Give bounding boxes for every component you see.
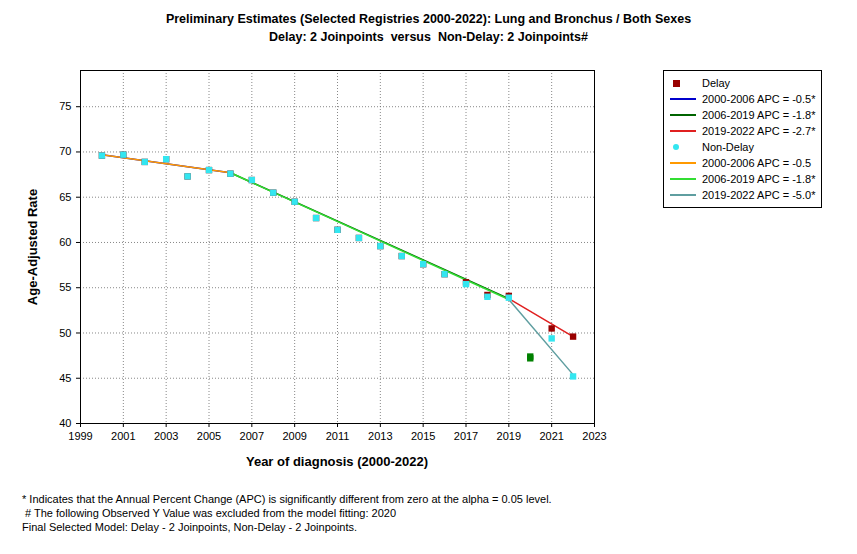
svg-text:1999: 1999 [68,430,92,442]
svg-text:2003: 2003 [154,430,178,442]
svg-text:2021: 2021 [539,430,563,442]
svg-text:2017: 2017 [454,430,478,442]
svg-text:2007: 2007 [240,430,264,442]
html-text:Delay: Delay [702,77,731,89]
svg-text:55: 55 [59,281,71,293]
html-text:Age-Adjusted Rate: Age-Adjusted Rate [24,188,40,305]
svg-text:2009: 2009 [282,430,306,442]
html-text:2019-2022 APC = -2.7*: 2019-2022 APC = -2.7* [702,125,816,137]
html-text:2019-2022 APC = -5.0*: 2019-2022 APC = -5.0* [702,189,816,201]
svg-text:65: 65 [59,191,71,203]
svg-text:70: 70 [59,145,71,157]
html-text:Non-Delay: Non-Delay [702,141,754,153]
html-text:# The following Observed Y Val: # The following Observed Y Value was exc… [22,507,396,519]
svg-text:75: 75 [59,100,71,112]
svg-text:2019: 2019 [497,430,521,442]
html-text:Final Selected Model: Delay -: Final Selected Model: Delay - 2 Joinpoin… [22,521,358,533]
svg-text:60: 60 [59,236,71,248]
svg-text:2001: 2001 [111,430,135,442]
svg-text:2011: 2011 [326,430,350,442]
html-text:2006-2019 APC = -1.8*: 2006-2019 APC = -1.8* [702,109,816,121]
svg-text:2005: 2005 [197,430,221,442]
html-text:Delay: 2 Joinpoints versus Non: Delay: 2 Joinpoints versus Non-Delay: 2 … [269,30,588,44]
svg-text:50: 50 [59,327,71,339]
html-text:2006-2019 APC = -1.8*: 2006-2019 APC = -1.8* [702,173,816,185]
html-text:2000-2006 APC = -0.5*: 2000-2006 APC = -0.5* [702,93,816,105]
html-text:Year of diagnosis (2000-2022): Year of diagnosis (2000-2022) [246,454,428,469]
svg-text:45: 45 [59,372,71,384]
html-text:* Indicates that the Annual Pe: * Indicates that the Annual Percent Chan… [22,493,552,505]
svg-text:2013: 2013 [368,430,392,442]
svg-text:2015: 2015 [411,430,435,442]
html-text:Preliminary Estimates (Selecte: Preliminary Estimates (Selected Registri… [165,12,692,26]
svg-text:40: 40 [59,417,71,429]
html-text:2000-2006 APC = -0.5: 2000-2006 APC = -0.5 [702,157,812,169]
svg-text:2023: 2023 [582,430,606,442]
